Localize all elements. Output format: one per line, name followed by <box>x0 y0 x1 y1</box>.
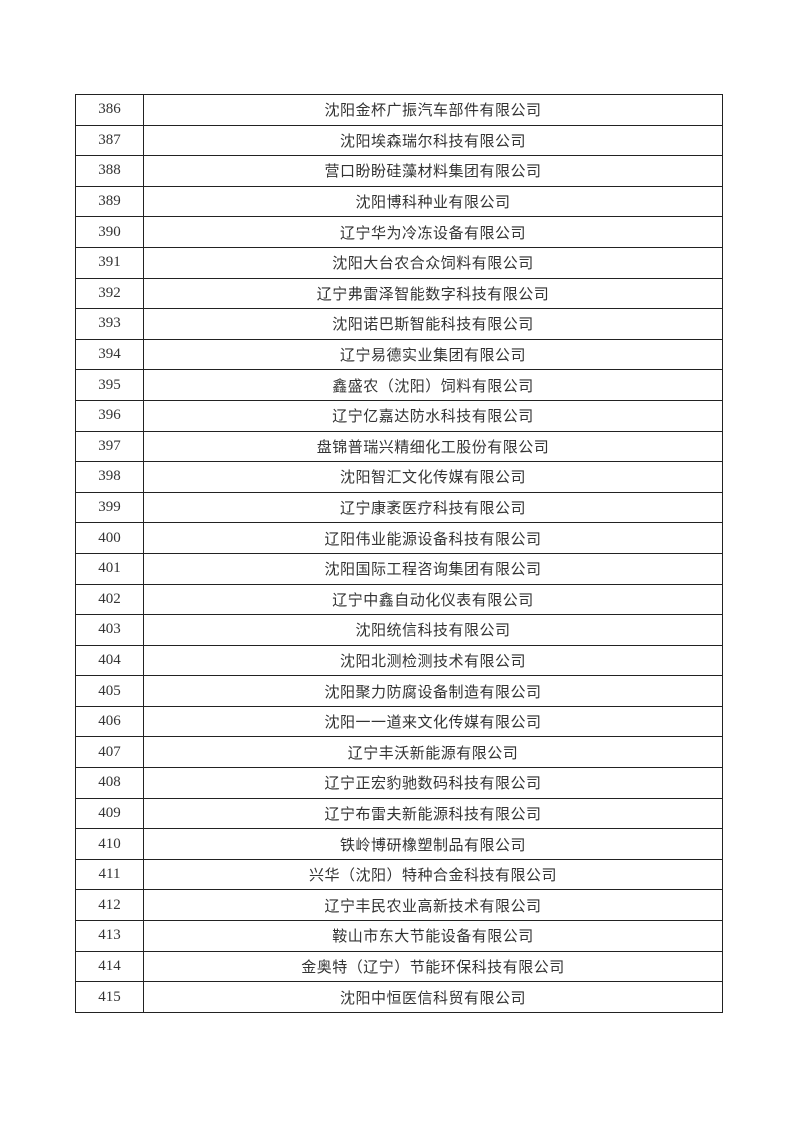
table-row: 409 辽宁布雷夫新能源科技有限公司 <box>75 797 723 830</box>
row-number: 400 <box>75 522 144 554</box>
table-row: 402 辽宁中鑫自动化仪表有限公司 <box>75 583 723 616</box>
row-number: 387 <box>75 124 144 157</box>
company-name: 铁岭博研橡塑制品有限公司 <box>143 828 723 860</box>
table-row: 396 辽宁亿嘉达防水科技有限公司 <box>75 399 723 432</box>
table-row: 390 辽宁华为冷冻设备有限公司 <box>75 216 723 248</box>
table-row: 408 辽宁正宏豹驰数码科技有限公司 <box>75 767 723 799</box>
row-number: 396 <box>75 399 144 432</box>
table-row: 414 金奥特（辽宁）节能环保科技有限公司 <box>75 950 723 983</box>
row-number: 390 <box>75 216 144 248</box>
table-row: 410 铁岭博研橡塑制品有限公司 <box>75 828 723 860</box>
row-number: 392 <box>75 277 144 310</box>
table-row: 395 鑫盛农（沈阳）饲料有限公司 <box>75 369 723 401</box>
table-row: 412 辽宁丰民农业高新技术有限公司 <box>75 889 723 922</box>
company-name: 辽宁康袤医疗科技有限公司 <box>143 491 723 524</box>
table-row: 397 盘锦普瑞兴精细化工股份有限公司 <box>75 430 723 463</box>
row-number: 403 <box>75 614 144 646</box>
table-row: 394 辽宁易德实业集团有限公司 <box>75 338 723 371</box>
company-name: 沈阳智汇文化传媒有限公司 <box>143 461 723 493</box>
row-number: 401 <box>75 552 144 585</box>
row-number: 410 <box>75 828 144 860</box>
row-number: 407 <box>75 736 144 769</box>
table-row: 403 沈阳统信科技有限公司 <box>75 614 723 646</box>
company-name: 沈阳埃森瑞尔科技有限公司 <box>143 124 723 157</box>
table-row: 391 沈阳大台农合众饲料有限公司 <box>75 246 723 279</box>
company-name: 辽宁易德实业集团有限公司 <box>143 338 723 371</box>
row-number: 393 <box>75 308 144 340</box>
company-name: 辽宁华为冷冻设备有限公司 <box>143 216 723 248</box>
table-row: 387 沈阳埃森瑞尔科技有限公司 <box>75 124 723 157</box>
company-name: 辽宁正宏豹驰数码科技有限公司 <box>143 767 723 799</box>
table-row: 405 沈阳聚力防腐设备制造有限公司 <box>75 675 723 707</box>
row-number: 409 <box>75 797 144 830</box>
table-row: 388 营口盼盼硅藻材料集团有限公司 <box>75 155 723 187</box>
company-name: 沈阳金杯广振汽车部件有限公司 <box>143 94 723 126</box>
table-row: 400 辽阳伟业能源设备科技有限公司 <box>75 522 723 554</box>
row-number: 405 <box>75 675 144 707</box>
row-number: 394 <box>75 338 144 371</box>
row-number: 415 <box>75 981 144 1013</box>
company-name: 辽阳伟业能源设备科技有限公司 <box>143 522 723 554</box>
row-number: 388 <box>75 155 144 187</box>
company-name: 辽宁丰沃新能源有限公司 <box>143 736 723 769</box>
row-number: 411 <box>75 858 144 891</box>
row-number: 395 <box>75 369 144 401</box>
company-name: 沈阳国际工程咨询集团有限公司 <box>143 552 723 585</box>
table-row: 386 沈阳金杯广振汽车部件有限公司 <box>75 94 723 126</box>
company-name: 沈阳诺巴斯智能科技有限公司 <box>143 308 723 340</box>
company-list-table: 386 沈阳金杯广振汽车部件有限公司 387 沈阳埃森瑞尔科技有限公司 388 营口盼盼硅… <box>75 94 723 1013</box>
row-number: 386 <box>75 94 144 126</box>
row-number: 413 <box>75 920 144 952</box>
row-number: 398 <box>75 461 144 493</box>
company-name: 沈阳大台农合众饲料有限公司 <box>143 246 723 279</box>
table-row: 398 沈阳智汇文化传媒有限公司 <box>75 461 723 493</box>
row-number: 402 <box>75 583 144 616</box>
company-name: 辽宁弗雷泽智能数字科技有限公司 <box>143 277 723 310</box>
row-number: 397 <box>75 430 144 463</box>
row-number: 399 <box>75 491 144 524</box>
table-row: 399 辽宁康袤医疗科技有限公司 <box>75 491 723 524</box>
company-name: 辽宁布雷夫新能源科技有限公司 <box>143 797 723 830</box>
row-number: 404 <box>75 644 144 677</box>
company-name: 沈阳统信科技有限公司 <box>143 614 723 646</box>
company-name: 辽宁亿嘉达防水科技有限公司 <box>143 399 723 432</box>
company-name: 沈阳中恒医信科贸有限公司 <box>143 981 723 1013</box>
company-name: 辽宁中鑫自动化仪表有限公司 <box>143 583 723 616</box>
row-number: 389 <box>75 185 144 218</box>
company-name: 营口盼盼硅藻材料集团有限公司 <box>143 155 723 187</box>
table-row: 406 沈阳一一道来文化传媒有限公司 <box>75 705 723 738</box>
company-name: 沈阳北测检测技术有限公司 <box>143 644 723 677</box>
table-row: 407 辽宁丰沃新能源有限公司 <box>75 736 723 769</box>
company-name: 鑫盛农（沈阳）饲料有限公司 <box>143 369 723 401</box>
company-name: 辽宁丰民农业高新技术有限公司 <box>143 889 723 922</box>
row-number: 408 <box>75 767 144 799</box>
table-row: 404 沈阳北测检测技术有限公司 <box>75 644 723 677</box>
table-row: 415 沈阳中恒医信科贸有限公司 <box>75 981 723 1013</box>
table-row: 401 沈阳国际工程咨询集团有限公司 <box>75 552 723 585</box>
table-row: 389 沈阳博科种业有限公司 <box>75 185 723 218</box>
company-name: 沈阳一一道来文化传媒有限公司 <box>143 705 723 738</box>
row-number: 391 <box>75 246 144 279</box>
table-row: 393 沈阳诺巴斯智能科技有限公司 <box>75 308 723 340</box>
table-row: 411 兴华（沈阳）特种合金科技有限公司 <box>75 858 723 891</box>
row-number: 412 <box>75 889 144 922</box>
table-body: 386 沈阳金杯广振汽车部件有限公司 387 沈阳埃森瑞尔科技有限公司 388 营口盼盼硅… <box>75 94 723 1013</box>
company-name: 盘锦普瑞兴精细化工股份有限公司 <box>143 430 723 463</box>
table-row: 392 辽宁弗雷泽智能数字科技有限公司 <box>75 277 723 310</box>
row-number: 414 <box>75 950 144 983</box>
company-name: 沈阳博科种业有限公司 <box>143 185 723 218</box>
company-name: 沈阳聚力防腐设备制造有限公司 <box>143 675 723 707</box>
company-name: 鞍山市东大节能设备有限公司 <box>143 920 723 952</box>
table-row: 413 鞍山市东大节能设备有限公司 <box>75 920 723 952</box>
company-name: 金奥特（辽宁）节能环保科技有限公司 <box>143 950 723 983</box>
row-number: 406 <box>75 705 144 738</box>
company-name: 兴华（沈阳）特种合金科技有限公司 <box>143 858 723 891</box>
